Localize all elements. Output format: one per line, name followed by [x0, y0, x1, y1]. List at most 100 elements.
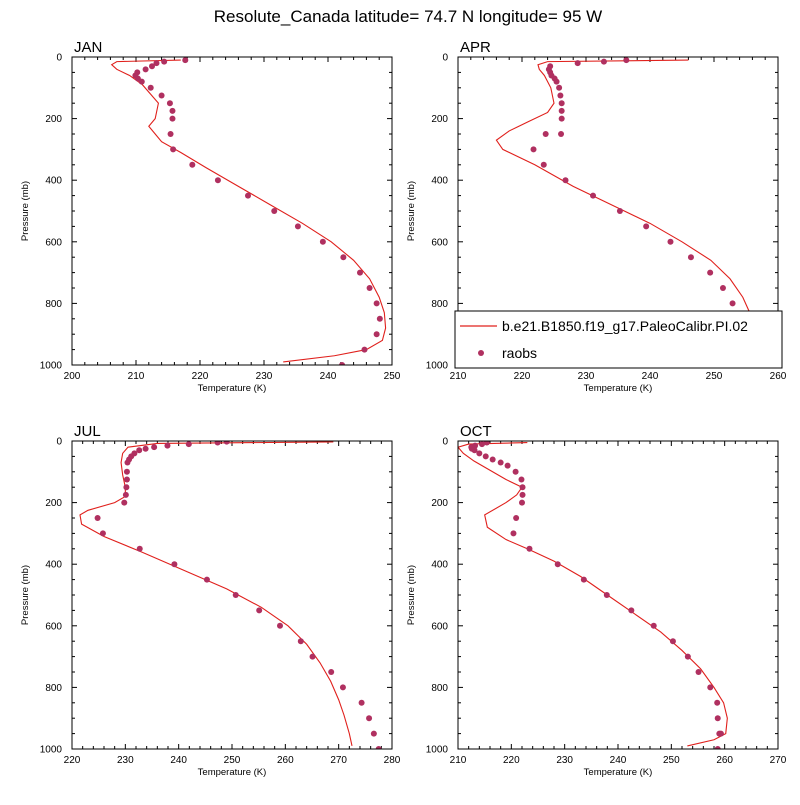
- x-tick-label: 230: [578, 371, 595, 382]
- obs-point: [482, 453, 489, 460]
- obs-point: [185, 441, 192, 448]
- obs-point: [373, 331, 380, 338]
- obs-point: [714, 746, 721, 749]
- obs-point: [476, 450, 483, 457]
- y-tick-label: 800: [45, 683, 62, 694]
- obs-point: [504, 462, 511, 469]
- x-tick-label: 250: [706, 371, 723, 382]
- obs-point: [319, 238, 326, 245]
- obs-point: [189, 161, 196, 168]
- obs-point: [512, 468, 519, 475]
- obs-point: [339, 684, 346, 691]
- y-tick-label: 400: [45, 560, 62, 571]
- obs-point: [557, 92, 564, 99]
- panels-container: 200 210 220 230 240 250 0 200 400 600 800 1000 Tempe…: [20, 39, 787, 778]
- obs-point: [714, 699, 721, 706]
- panel-label: APR: [460, 39, 491, 56]
- y-tick-label: 0: [56, 437, 62, 448]
- obs-point: [513, 515, 520, 521]
- x-tick-label: 250: [224, 755, 241, 766]
- obs-point: [297, 638, 304, 645]
- obs-point: [232, 592, 239, 598]
- y-axis-title: Pressure (mb): [20, 181, 31, 241]
- obs-point: [729, 300, 736, 307]
- obs-point: [294, 223, 301, 230]
- obs-point: [530, 146, 537, 153]
- obs-point: [542, 131, 549, 137]
- legend-box: [454, 310, 783, 369]
- y-tick-label: 800: [45, 299, 62, 310]
- obs-point: [149, 63, 155, 70]
- model-series-line: [79, 441, 353, 747]
- obs-point: [366, 715, 373, 722]
- obs-point: [519, 484, 526, 491]
- panel-label: JAN: [74, 39, 102, 56]
- obs-point: [136, 447, 143, 454]
- obs-point: [719, 285, 726, 291]
- obs-point: [142, 66, 149, 73]
- y-tick-label: 800: [431, 299, 448, 310]
- x-tick-label: 260: [716, 755, 733, 766]
- x-tick-label: 250: [663, 755, 680, 766]
- obs-point: [166, 100, 173, 107]
- x-tick-label: 240: [642, 371, 659, 382]
- obs-point: [256, 607, 263, 614]
- y-tick-label: 400: [45, 176, 62, 187]
- panel-label: JUL: [74, 423, 101, 440]
- obs-point: [479, 441, 485, 448]
- x-tick-label: 230: [556, 755, 573, 766]
- obs-point: [138, 78, 145, 85]
- y-tick-label: 400: [431, 560, 448, 571]
- y-axis-title: Pressure (mb): [20, 565, 31, 625]
- obs-point: [590, 192, 597, 199]
- panel-data: [458, 441, 728, 749]
- y-tick-label: 200: [431, 498, 448, 509]
- y-tick-label: 600: [431, 237, 448, 248]
- y-tick-label: 200: [45, 498, 62, 509]
- legend: b.e21.B1850.f19_g17.PaleoCalibr.PI.02rao…: [454, 310, 783, 369]
- plot-frame: [71, 56, 393, 366]
- obs-point: [650, 622, 657, 629]
- y-tick-label: 0: [56, 53, 62, 64]
- x-axis-title: Temperature (K): [584, 767, 653, 778]
- obs-point: [707, 269, 714, 276]
- obs-point: [695, 669, 702, 675]
- obs-point: [124, 459, 131, 466]
- legend-obs-label: raobs: [502, 345, 537, 361]
- obs-point: [669, 638, 676, 645]
- obs-point: [471, 447, 478, 454]
- obs-point: [554, 561, 561, 568]
- obs-point: [556, 84, 563, 91]
- x-tick-label: 250: [384, 371, 401, 382]
- obs-point: [518, 476, 525, 483]
- x-tick-label: 240: [320, 371, 337, 382]
- obs-point: [366, 285, 373, 291]
- obs-point: [169, 115, 176, 122]
- obs-point: [361, 346, 368, 353]
- obs-point: [707, 684, 714, 691]
- x-tick-label: 240: [610, 755, 627, 766]
- obs-point: [309, 653, 316, 660]
- x-tick-label: 220: [514, 371, 531, 382]
- obs-point: [623, 57, 630, 64]
- obs-point: [483, 441, 490, 446]
- obs-point: [161, 58, 168, 65]
- obs-point: [214, 441, 221, 446]
- x-tick-label: 270: [770, 755, 787, 766]
- obs-point: [558, 107, 565, 114]
- obs-point: [214, 177, 221, 184]
- obs-point: [136, 545, 143, 552]
- y-tick-label: 0: [442, 437, 448, 448]
- y-tick-label: 600: [45, 237, 62, 248]
- x-axis-title: Temperature (K): [584, 383, 653, 394]
- obs-point: [684, 653, 691, 660]
- obs-point: [99, 530, 106, 537]
- x-tick-label: 230: [117, 755, 134, 766]
- obs-point: [123, 476, 130, 483]
- x-tick-label: 220: [503, 755, 520, 766]
- obs-point: [553, 78, 560, 85]
- panel-data: [79, 441, 382, 749]
- panel-jan: 200 210 220 230 240 250 0 200 400 600 800 1000 Tempe…: [20, 39, 401, 394]
- x-tick-label: 270: [330, 755, 347, 766]
- obs-point: [142, 445, 149, 452]
